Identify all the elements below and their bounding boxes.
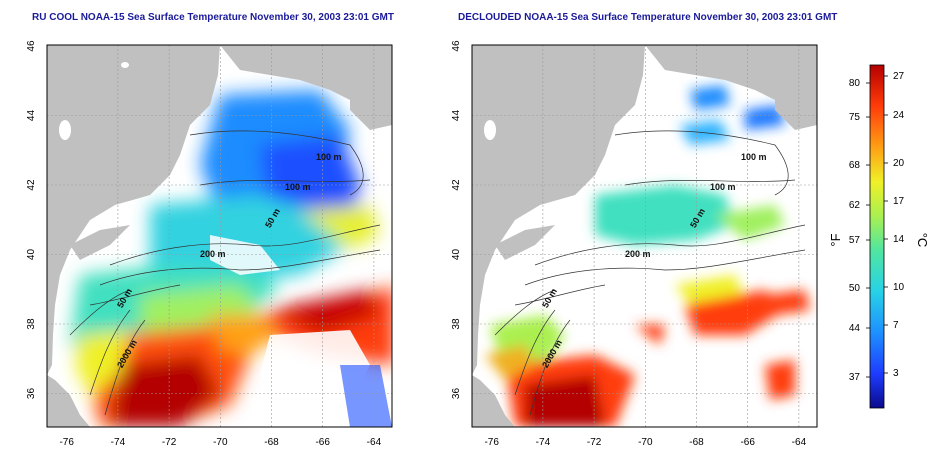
bathymetry-contours xyxy=(494,130,806,416)
colorbar-gradient xyxy=(869,64,885,409)
lat-tick-label: 44 xyxy=(451,110,462,122)
lat-tick-label: 40 xyxy=(451,249,462,261)
lat-tick-label: 42 xyxy=(26,179,37,191)
lat-tick-label: 38 xyxy=(451,318,462,330)
lat-tick-label: 46 xyxy=(26,40,37,52)
celsius-tick: 17 xyxy=(893,196,905,207)
left-sst-map: 100 m 100 m 50 m 200 m 50 m 2000 m -76 -… xyxy=(26,40,393,448)
lon-tick-label: -68 xyxy=(264,437,279,448)
lon-tick-label: -74 xyxy=(536,437,551,448)
fahrenheit-tick: 37 xyxy=(849,372,861,383)
celsius-tick: 27 xyxy=(893,71,905,82)
celsius-tick: 3 xyxy=(893,368,899,379)
map-frame xyxy=(46,44,393,428)
right-sst-map: 100 m 100 m 50 m 200 m 50 m 2000 m -76 -… xyxy=(451,40,818,448)
lon-tick-label: -66 xyxy=(740,437,755,448)
contour-label: 100 m xyxy=(316,152,342,162)
celsius-tick: 10 xyxy=(893,282,905,293)
fahrenheit-tick: 68 xyxy=(849,160,861,171)
sst-field xyxy=(70,90,392,427)
fahrenheit-tick: 44 xyxy=(849,323,861,334)
celsius-tick: 14 xyxy=(893,234,905,245)
lat-tick-label: 44 xyxy=(26,110,37,122)
lon-tick-label: -76 xyxy=(484,437,499,448)
fahrenheit-tick: 57 xyxy=(849,235,861,246)
lon-tick-label: -76 xyxy=(59,437,74,448)
lon-tick-label: -72 xyxy=(587,437,602,448)
lon-tick-label: -74 xyxy=(111,437,126,448)
celsius-tick: 24 xyxy=(893,110,905,121)
fahrenheit-tick: 50 xyxy=(849,283,861,294)
contour-label: 100 m xyxy=(741,152,767,162)
lat-tick-label: 38 xyxy=(26,318,37,330)
lat-tick-label: 36 xyxy=(451,388,462,400)
land-mass xyxy=(47,45,220,375)
celsius-tick: 20 xyxy=(893,158,905,169)
right-map-title: DECLOUDED NOAA-15 Sea Surface Temperatur… xyxy=(458,12,838,23)
lon-tick-label: -66 xyxy=(315,437,330,448)
lon-tick-label: -70 xyxy=(638,437,653,448)
lon-tick-label: -64 xyxy=(792,437,807,448)
land-mass xyxy=(472,45,645,375)
celsius-unit-label: °C xyxy=(915,233,930,248)
lat-tick-label: 40 xyxy=(26,249,37,261)
lat-tick-label: 42 xyxy=(451,179,462,191)
fahrenheit-tick: 75 xyxy=(849,112,861,123)
contour-label: 200 m xyxy=(200,249,226,259)
contour-label: 100 m xyxy=(710,182,736,192)
bathymetry-contours xyxy=(69,130,381,416)
lon-tick-label: -68 xyxy=(689,437,704,448)
celsius-tick: 7 xyxy=(893,320,899,331)
contour-label: 200 m xyxy=(625,249,651,259)
lat-tick-label: 46 xyxy=(451,40,462,52)
fahrenheit-unit-label: °F xyxy=(828,233,843,246)
graticule xyxy=(472,45,817,427)
temperature-colorbar: 80 75 68 62 57 50 44 37 27 24 20 17 14 1… xyxy=(828,64,930,409)
fahrenheit-tick: 62 xyxy=(849,200,861,211)
graticule xyxy=(47,45,392,427)
left-map-title: RU COOL NOAA-15 Sea Surface Temperature … xyxy=(32,12,394,23)
fahrenheit-tick: 80 xyxy=(849,78,861,89)
lat-tick-label: 36 xyxy=(26,388,37,400)
lon-tick-label: -70 xyxy=(213,437,228,448)
map-frame xyxy=(471,44,818,428)
contour-label: 100 m xyxy=(285,182,311,192)
lon-tick-label: -64 xyxy=(367,437,382,448)
lon-tick-label: -72 xyxy=(162,437,177,448)
